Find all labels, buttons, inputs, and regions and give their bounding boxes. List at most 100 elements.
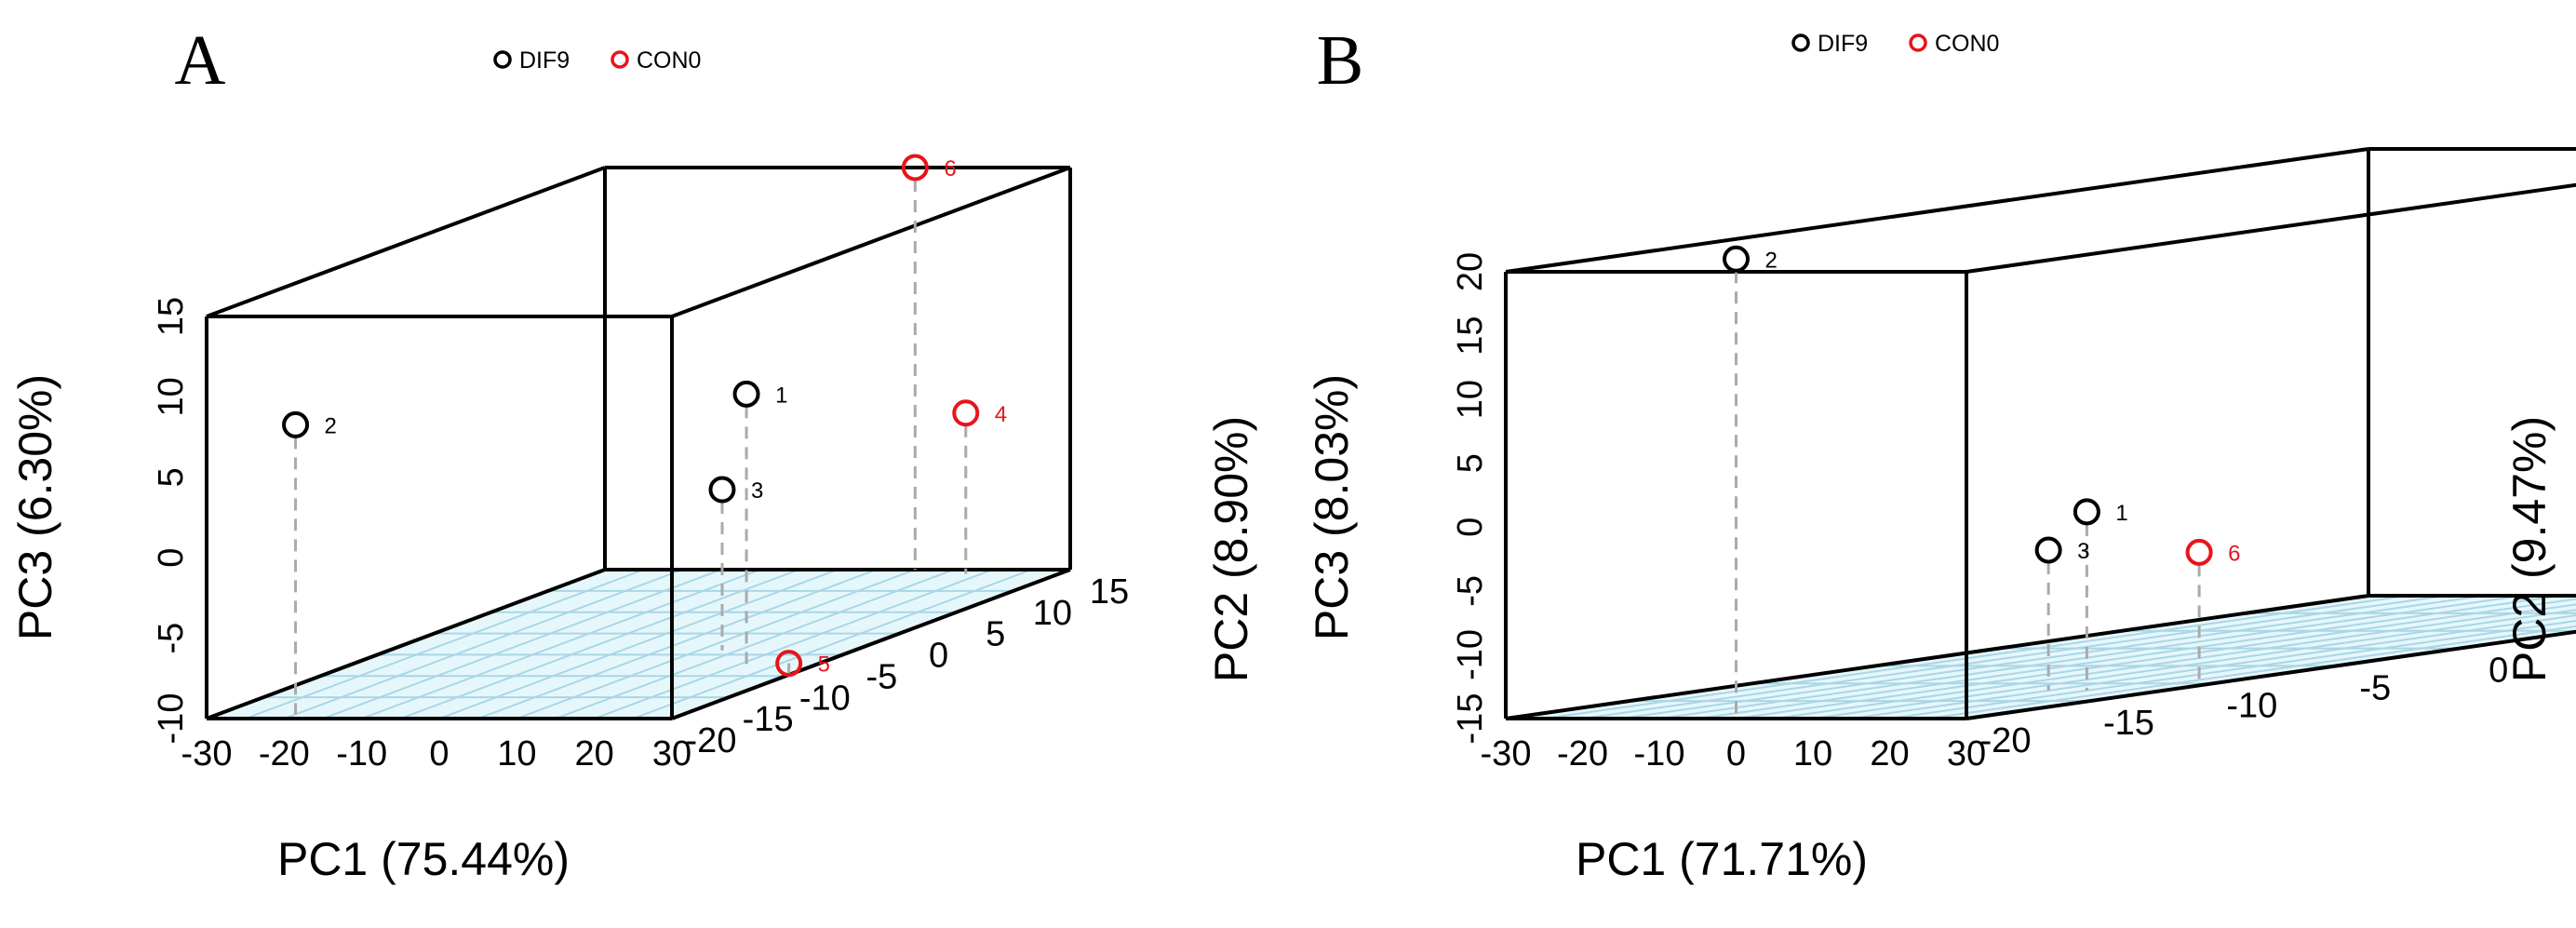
x-tick-label: 20 [1870, 734, 1909, 773]
box-edge [1505, 594, 2369, 720]
box-edge [671, 166, 1071, 318]
legend-label-con0: CON0 [1935, 31, 1999, 57]
y-tick-label: -20 [1980, 721, 2032, 760]
data-label-6: 6 [944, 156, 956, 182]
floor-grid-line [477, 569, 878, 720]
floor-grid-line [399, 569, 799, 720]
data-label-5: 5 [818, 652, 830, 678]
data-point-2 [282, 410, 310, 438]
y-axis-title: PC2 (8.90%) [1205, 416, 1257, 682]
legend-label-dif9: DIF9 [1818, 31, 1868, 57]
y-tick-label: 5 [986, 615, 1005, 654]
data-point-3 [2034, 536, 2062, 564]
data-label-1: 1 [775, 383, 787, 408]
legend-label-dif9: DIF9 [519, 47, 570, 74]
data-label-4: 4 [995, 402, 1007, 427]
x-tick-label: -20 [259, 734, 310, 773]
floor-grid-line [361, 569, 761, 720]
y-tick-label: 0 [2489, 652, 2508, 691]
chart-panel-a: -30 -20 -10 0 10 20 30-10-5051015-20-15-10-505… [9, 21, 1257, 885]
x-tick-label: -20 [1557, 734, 1608, 773]
box-edge [1966, 629, 2576, 720]
z-tick-label: -5 [1451, 575, 1490, 607]
x-tick-label: 30 [652, 734, 691, 773]
x-tick-label: 0 [1726, 734, 1746, 773]
floor-grid-line [516, 569, 916, 720]
x-tick-label: -30 [181, 734, 233, 773]
z-tick-label: -10 [1451, 629, 1490, 680]
data-point-4 [952, 399, 980, 427]
box-edge [1505, 147, 2369, 274]
legend-marker-dif9 [1791, 34, 1810, 52]
x-tick-label: -10 [1634, 734, 1685, 773]
floor-grid-line [1544, 595, 2408, 720]
data-point-6 [901, 154, 929, 182]
data-point-1 [2073, 498, 2100, 526]
box-edge [671, 568, 1071, 720]
x-tick-label: 0 [429, 734, 449, 773]
floor-grid-line [1582, 595, 2446, 720]
floor-grid-line [1774, 603, 2576, 720]
data-label-3: 3 [751, 478, 763, 504]
z-tick-label: -5 [152, 623, 191, 654]
y-tick-label: -10 [2226, 686, 2277, 725]
legend-marker-con0 [610, 50, 629, 69]
floor-grid-line [1620, 595, 2484, 720]
floor-grid-line [1812, 609, 2576, 720]
floor-grid-line [632, 569, 1032, 720]
data-label-3: 3 [2077, 539, 2089, 564]
data-label-2: 2 [1765, 248, 1778, 273]
z-tick-label: 15 [152, 297, 191, 336]
floor-grid-line [555, 569, 955, 720]
panel-letter: B [1317, 21, 1364, 100]
data-label-2: 2 [325, 413, 337, 438]
box-edge [1966, 182, 2576, 274]
y-tick-label: -5 [2359, 668, 2391, 707]
y-tick-label: -10 [799, 679, 851, 718]
y-tick-label: -15 [743, 700, 794, 739]
y-tick-label: 0 [929, 637, 948, 676]
z-tick-label: -10 [152, 693, 191, 745]
data-point-1 [732, 380, 760, 408]
x-axis-title: PC1 (71.71%) [1576, 833, 1868, 885]
y-tick-label: -5 [866, 657, 898, 696]
data-label-6: 6 [2228, 541, 2240, 566]
z-tick-label: 10 [1451, 380, 1490, 419]
data-point-2 [1723, 245, 1750, 273]
y-tick-label: -20 [686, 721, 737, 760]
floor-grid-line [322, 569, 722, 720]
z-tick-label: 5 [1451, 453, 1490, 473]
data-label-1: 1 [2115, 501, 2127, 526]
z-axis-title: PC3 (6.30%) [9, 374, 61, 640]
data-point-6 [2185, 538, 2213, 566]
floor-grid-line [1927, 625, 2576, 720]
z-tick-label: 10 [152, 377, 191, 416]
x-tick-label: 10 [1793, 734, 1832, 773]
x-tick-label: -30 [1481, 734, 1532, 773]
box-edge [206, 166, 606, 318]
legend-label-con0: CON0 [637, 47, 701, 74]
y-axis-title: PC2 (9.47%) [2503, 416, 2556, 682]
floor-grid-line [1851, 614, 2576, 720]
x-tick-label: 10 [497, 734, 536, 773]
y-tick-label: 15 [1090, 572, 1129, 612]
x-axis-title: PC1 (75.44%) [277, 833, 570, 885]
floor-grid-line [1658, 595, 2523, 720]
z-tick-label: 0 [152, 548, 191, 568]
x-tick-label: 30 [1947, 734, 1986, 773]
z-tick-label: 20 [1451, 252, 1490, 291]
z-axis-title: PC3 (8.03%) [1306, 374, 1358, 640]
box-edge [206, 568, 606, 720]
floor-grid-line [1697, 595, 2561, 720]
floor-grid-line [594, 569, 994, 720]
z-tick-label: 15 [1451, 316, 1490, 355]
data-point-3 [708, 476, 736, 504]
x-tick-label: 20 [575, 734, 614, 773]
floor-grid-line [245, 569, 645, 720]
z-tick-label: -15 [1451, 693, 1490, 745]
legend-marker-con0 [1909, 34, 1927, 52]
panel-letter: A [175, 21, 226, 100]
floor-grid-line [283, 569, 683, 720]
